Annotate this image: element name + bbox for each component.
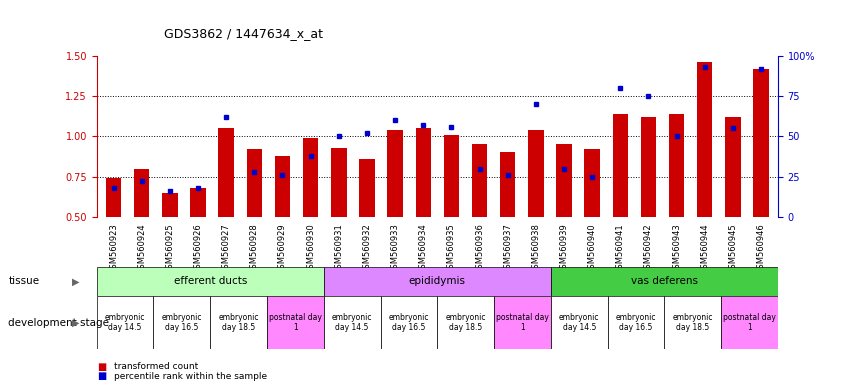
Bar (472, 144, 487, 217)
Bar (494, 296, 551, 349)
Bar (331, 147, 346, 217)
Text: development stage: development stage (8, 318, 109, 328)
Bar (551, 296, 607, 349)
Bar (556, 144, 572, 217)
Bar (324, 296, 380, 349)
Bar (607, 296, 664, 349)
Bar (210, 296, 267, 349)
Text: embryonic
day 18.5: embryonic day 18.5 (673, 313, 713, 332)
Text: vas deferens: vas deferens (631, 276, 698, 286)
Text: postnatal day
1: postnatal day 1 (723, 313, 776, 332)
Bar (97, 296, 153, 349)
Bar (246, 149, 262, 217)
Text: embryonic
day 14.5: embryonic day 14.5 (559, 313, 600, 332)
Text: embryonic
day 18.5: embryonic day 18.5 (446, 313, 486, 332)
Bar (612, 114, 628, 217)
Bar (359, 159, 375, 217)
Text: GDS3862 / 1447634_x_at: GDS3862 / 1447634_x_at (164, 27, 323, 40)
Text: ■: ■ (97, 371, 106, 381)
Bar (725, 117, 741, 217)
Text: embryonic
day 18.5: embryonic day 18.5 (219, 313, 259, 332)
Text: embryonic
day 16.5: embryonic day 16.5 (389, 313, 429, 332)
Bar (721, 296, 778, 349)
Text: postnatal day
1: postnatal day 1 (269, 313, 322, 332)
Bar (754, 69, 769, 217)
Text: ▶: ▶ (72, 276, 80, 286)
Bar (388, 130, 403, 217)
Bar (641, 117, 656, 217)
Text: ■: ■ (97, 362, 106, 372)
Text: ▶: ▶ (72, 318, 80, 328)
Text: embryonic
day 16.5: embryonic day 16.5 (161, 313, 202, 332)
Bar (437, 296, 495, 349)
Bar (444, 135, 459, 217)
Bar (669, 114, 685, 217)
Bar (134, 169, 150, 217)
Bar (267, 296, 324, 349)
Bar (190, 188, 206, 217)
Bar (106, 178, 121, 217)
Bar (380, 296, 437, 349)
Bar (415, 128, 431, 217)
Bar (528, 130, 543, 217)
Bar (303, 138, 319, 217)
Text: percentile rank within the sample: percentile rank within the sample (114, 372, 267, 381)
Bar (162, 193, 177, 217)
Bar (584, 149, 600, 217)
Text: epididymis: epididymis (409, 276, 466, 286)
Text: tissue: tissue (8, 276, 40, 286)
Bar (97, 267, 324, 296)
Text: transformed count: transformed count (114, 362, 198, 371)
Bar (664, 296, 721, 349)
Bar (324, 267, 551, 296)
Bar (153, 296, 210, 349)
Bar (219, 128, 234, 217)
Bar (551, 267, 778, 296)
Text: embryonic
day 14.5: embryonic day 14.5 (332, 313, 373, 332)
Text: embryonic
day 14.5: embryonic day 14.5 (105, 313, 145, 332)
Text: efferent ducts: efferent ducts (173, 276, 247, 286)
Bar (275, 156, 290, 217)
Bar (500, 152, 516, 217)
Text: embryonic
day 16.5: embryonic day 16.5 (616, 313, 656, 332)
Bar (697, 62, 712, 217)
Text: postnatal day
1: postnatal day 1 (496, 313, 549, 332)
